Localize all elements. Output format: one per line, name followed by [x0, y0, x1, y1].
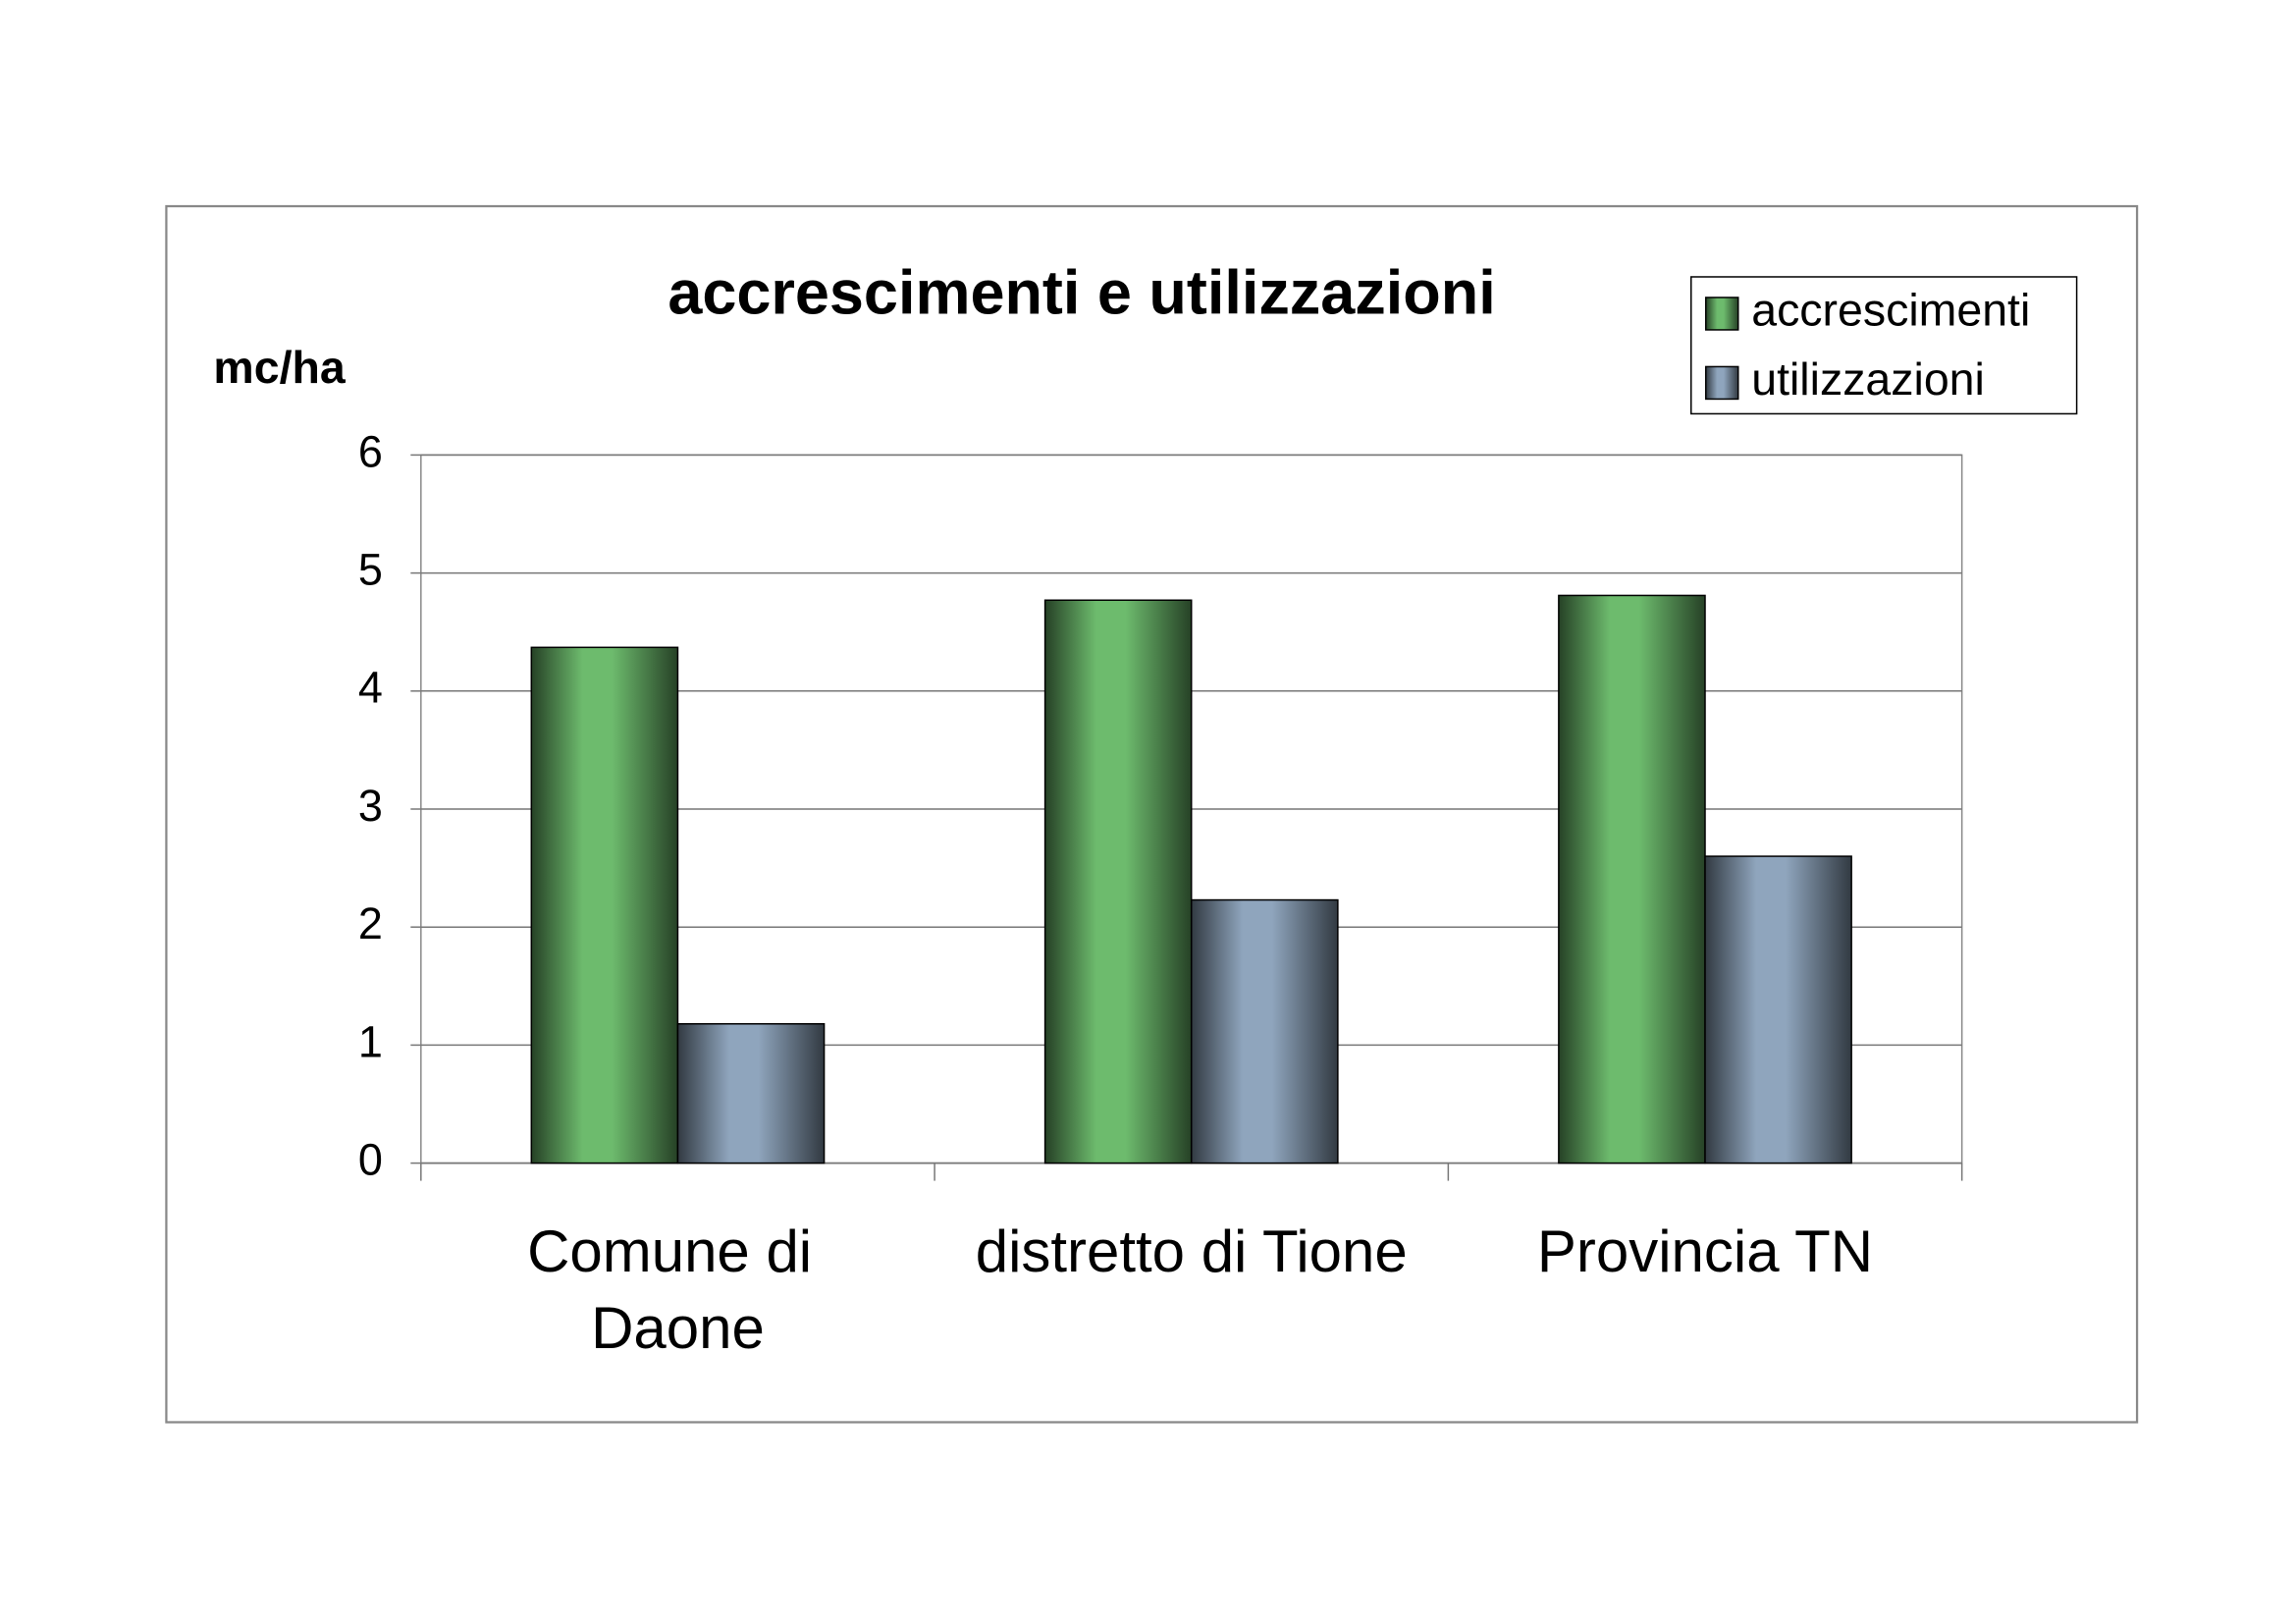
bar: [1704, 855, 1852, 1164]
y-axis-label: mc/ha: [213, 342, 346, 393]
bar: [1043, 599, 1193, 1164]
y-tick-label: 3: [358, 781, 383, 831]
y-tick-label: 1: [358, 1016, 383, 1066]
legend-box: [1690, 276, 2078, 415]
x-tick-label: Provincia TN: [1537, 1218, 1873, 1284]
chart-title: accrescimenti e utilizzazioni: [667, 259, 1495, 328]
bar: [530, 646, 679, 1164]
y-tick-label: 0: [358, 1134, 383, 1184]
legend-label: utilizzazioni: [1751, 353, 1985, 405]
legend-swatch: [1705, 365, 1739, 401]
label-line: Comune di: [527, 1218, 812, 1284]
y-tick-label: 2: [358, 898, 383, 948]
label-line: Daone: [591, 1295, 765, 1361]
legend-swatch: [1705, 297, 1739, 331]
y-tick-label: 4: [358, 663, 383, 713]
y-tick-label: 6: [358, 426, 383, 476]
label-line: distretto di Tione: [976, 1218, 1408, 1284]
bar: [676, 1023, 826, 1164]
legend-label: accrescimenti: [1751, 285, 2030, 336]
x-tick-label: Comune di Daone: [527, 1218, 828, 1361]
bar: [1558, 594, 1706, 1164]
y-tick-label: 5: [358, 544, 383, 594]
bar: [1190, 898, 1339, 1164]
label-line: Provincia TN: [1537, 1218, 1873, 1284]
x-tick-label: distretto di Tione: [976, 1218, 1408, 1284]
